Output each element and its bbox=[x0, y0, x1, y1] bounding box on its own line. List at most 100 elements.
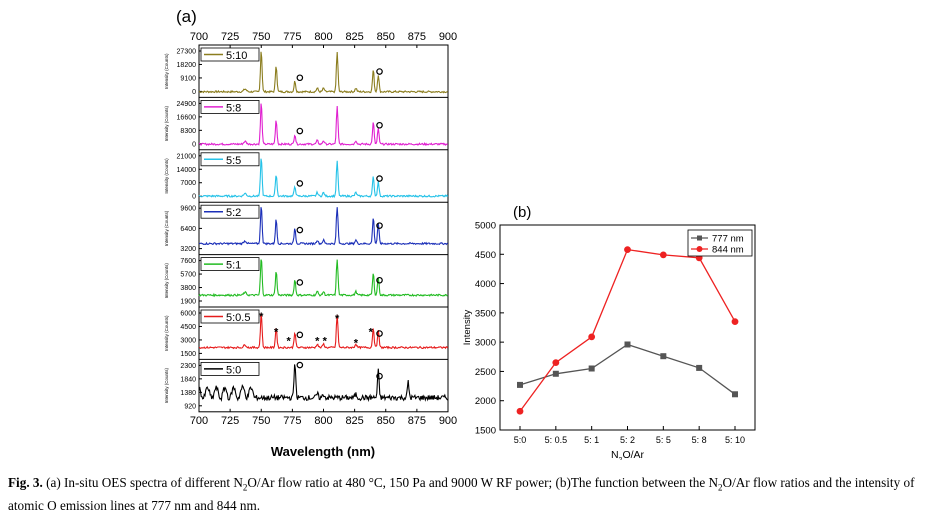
o-marker bbox=[296, 127, 304, 135]
y-axis-title-a: Intensity (Counts) bbox=[164, 367, 169, 403]
caption-sub-1: 2 bbox=[242, 482, 248, 493]
x-axis-title-b-part: O/Ar bbox=[622, 449, 644, 460]
y-tick-label: 6400 bbox=[180, 226, 196, 233]
x-tick-label-bottom: 800 bbox=[314, 415, 332, 427]
y-tick-label: 6000 bbox=[180, 311, 196, 318]
y-tick-label: 920 bbox=[184, 403, 196, 410]
panel-b-label: (b) bbox=[513, 204, 531, 221]
legend-label: 5:5 bbox=[226, 155, 241, 167]
caption-text-2: O/Ar flow ratio at 480 °C, 150 Pa and 90… bbox=[247, 475, 719, 490]
y-tick-label: 9100 bbox=[180, 75, 196, 82]
y-tick-label-b: 5000 bbox=[475, 221, 496, 232]
x-tick-label-bottom: 825 bbox=[345, 415, 363, 427]
y-axis-title-a: Intensity (Counts) bbox=[164, 315, 169, 351]
legend-box bbox=[200, 100, 260, 114]
x-tick-label-top: 900 bbox=[439, 31, 457, 43]
data-point-square bbox=[660, 353, 667, 360]
star-marker: * bbox=[259, 311, 264, 323]
x-tick-label-bottom: 700 bbox=[190, 415, 208, 427]
caption-sub-2: 2 bbox=[718, 482, 723, 493]
spectrum-line bbox=[198, 259, 448, 298]
x-tick-label-b: 5: 8 bbox=[692, 435, 707, 445]
x-tick-label-b: 5:0 bbox=[514, 435, 527, 445]
x-tick-label-b: 5: 5 bbox=[656, 435, 671, 445]
star-marker: * bbox=[323, 335, 328, 347]
x-tick-label-top: 800 bbox=[314, 31, 332, 43]
y-tick-label: 3200 bbox=[180, 246, 196, 253]
legend-box bbox=[200, 152, 260, 167]
y-tick-label: 0 bbox=[192, 89, 196, 96]
x-tick-label-top: 725 bbox=[221, 31, 239, 43]
data-point-circle bbox=[731, 318, 739, 326]
y-axis-title-a: Intensity (Counts) bbox=[164, 158, 169, 194]
series-line-777-nm bbox=[519, 343, 736, 395]
y-tick-label: 7600 bbox=[180, 258, 196, 265]
y-tick-label: 14000 bbox=[177, 167, 197, 174]
x-axis-title-a: Wavelength (nm) bbox=[271, 444, 375, 459]
o-marker bbox=[296, 331, 304, 339]
y-tick-label: 0 bbox=[192, 141, 196, 148]
data-point-square bbox=[588, 365, 595, 372]
legend-label: 5:2 bbox=[226, 207, 241, 219]
oes-spectra-panel: 700 700 725 725 750 750 775 775 800 800 825 825 850 8… bbox=[164, 31, 457, 427]
legend-box bbox=[200, 257, 260, 272]
y-axis-title-b: Intensity bbox=[462, 310, 473, 346]
caption-fig-label: Fig. 3. bbox=[8, 475, 43, 490]
y-tick-label: 24900 bbox=[177, 101, 197, 108]
legend-box bbox=[200, 309, 260, 324]
y-tick-label: 21000 bbox=[177, 153, 197, 160]
y-axis-title-a: Intensity (Counts) bbox=[164, 105, 169, 141]
spectrum-line bbox=[198, 364, 449, 403]
y-tick-label: 27300 bbox=[177, 49, 197, 56]
legend-label-b: 844 nm bbox=[712, 245, 744, 256]
x-tick-label-b: 5: 0.5 bbox=[545, 435, 568, 445]
spectrum-line bbox=[198, 207, 449, 246]
y-tick-label: 9600 bbox=[180, 206, 196, 213]
y-tick-label-b: 1500 bbox=[475, 426, 496, 437]
data-point-circle bbox=[624, 246, 631, 254]
spectrum-line bbox=[198, 158, 449, 199]
o-marker bbox=[376, 175, 383, 182]
y-axis-title-a: Intensity (Counts) bbox=[164, 263, 169, 299]
star-marker: * bbox=[369, 326, 374, 338]
y-tick-label: 7000 bbox=[180, 180, 196, 187]
y-tick-label: 3800 bbox=[180, 285, 196, 292]
y-tick-label-b: 3000 bbox=[475, 338, 496, 349]
o-marker bbox=[376, 222, 383, 229]
figure-3: (a) 700 700 725 725 750 750 775 775 800 800 825 825… bbox=[164, 7, 756, 460]
data-point-circle bbox=[516, 407, 524, 415]
o-marker bbox=[376, 372, 383, 380]
y-tick-label: 1380 bbox=[180, 390, 196, 397]
y-tick-label: 1900 bbox=[180, 299, 196, 306]
y-tick-label: 5700 bbox=[180, 272, 196, 279]
data-point-square bbox=[624, 341, 631, 348]
legend-box bbox=[200, 361, 260, 376]
legend-box bbox=[200, 204, 260, 219]
y-tick-label: 18200 bbox=[177, 62, 197, 69]
x-tick-label-top: 850 bbox=[377, 31, 395, 43]
y-tick-label-b: 4000 bbox=[475, 279, 496, 290]
x-tick-label-b: 5: 1 bbox=[584, 435, 599, 445]
data-point-square bbox=[696, 364, 703, 371]
x-tick-label-top: 750 bbox=[252, 31, 270, 43]
y-tick-label-b: 3500 bbox=[475, 308, 496, 319]
x-axis-title-b-sub: 2 bbox=[619, 457, 623, 461]
y-tick-label: 1840 bbox=[180, 376, 196, 383]
star-marker: * bbox=[335, 313, 340, 325]
x-tick-label-top: 875 bbox=[408, 31, 426, 43]
y-tick-label: 8300 bbox=[180, 128, 196, 135]
data-point-square bbox=[552, 370, 559, 377]
o-marker bbox=[296, 180, 304, 187]
x-tick-label-bottom: 725 bbox=[221, 415, 239, 427]
spectrum-line bbox=[198, 51, 449, 94]
y-tick-label-b: 4500 bbox=[475, 250, 496, 261]
y-axis-title-a: Intensity (Counts) bbox=[164, 210, 169, 246]
x-axis-title-b: N2O/Ar bbox=[611, 449, 645, 460]
legend-marker-b bbox=[697, 235, 702, 241]
star-marker: * bbox=[354, 338, 359, 350]
y-tick-label-b: 2500 bbox=[475, 367, 496, 378]
star-marker: * bbox=[315, 335, 320, 347]
legend-label: 5:10 bbox=[226, 50, 247, 62]
panel-a-label: (a) bbox=[176, 7, 197, 26]
y-tick-label: 4500 bbox=[180, 324, 196, 331]
